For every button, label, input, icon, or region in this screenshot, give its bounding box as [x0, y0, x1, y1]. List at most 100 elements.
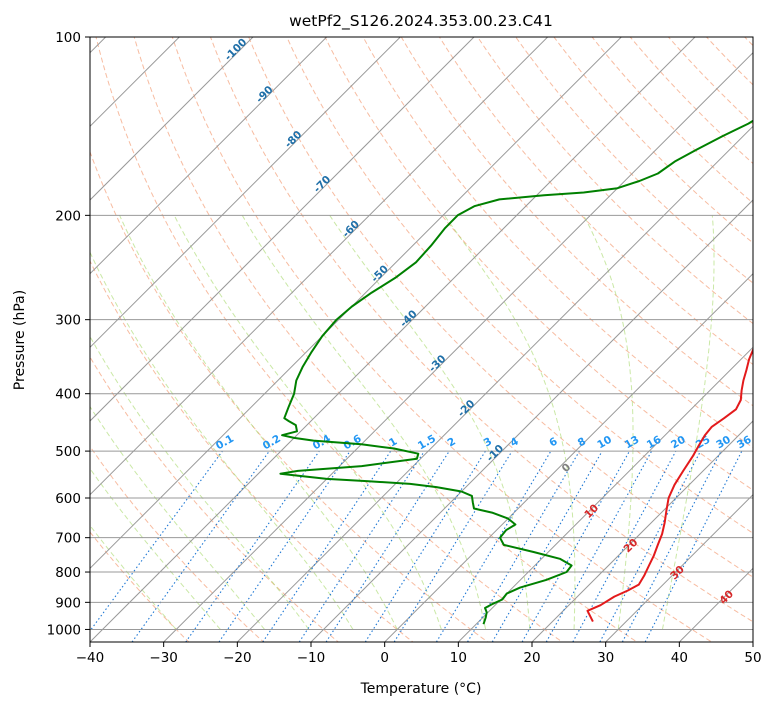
y-tick-label: 700: [55, 531, 81, 547]
mixing-ratio-line: [599, 450, 702, 642]
x-tick-label: 30: [597, 650, 614, 666]
isotherm: [162, 51, 753, 642]
dry-adiabat: [90, 356, 340, 642]
isotherm-label: -40: [398, 308, 420, 330]
dry-adiabat: [90, 531, 190, 642]
dry-adiabat: [770, 24, 775, 654]
freezing-label: 0: [560, 461, 574, 475]
isotherm: [90, 37, 402, 349]
moist-adiabat: [661, 215, 715, 630]
dry-adiabat: [90, 150, 489, 642]
dry-adiabat: [438, 37, 753, 366]
mixing-ratio-label: 20: [669, 434, 688, 452]
mixing-ratio-line: [393, 450, 513, 642]
moist-adiabat: [119, 215, 398, 630]
moist-adiabat: [90, 251, 354, 630]
warm-isotherm-label: 10: [582, 502, 601, 521]
mixing-ratio-line: [185, 450, 320, 642]
y-tick-label: 1000: [47, 622, 81, 638]
y-tick-label: 400: [55, 387, 81, 403]
dry-adiabat: [324, 37, 753, 491]
mixing-ratio-label: 36: [735, 434, 754, 452]
isotherm: [90, 37, 328, 275]
dry-adiabat: [667, 37, 753, 125]
dry-adiabat: [553, 37, 753, 244]
mixing-ratio-line: [435, 450, 552, 642]
moist-adiabat: [329, 215, 531, 630]
mixing-ratio-label: 6: [547, 435, 559, 449]
dry-adiabat: [209, 37, 753, 623]
y-tick-label: 100: [55, 30, 81, 46]
dry-adiabat: [171, 37, 713, 642]
isotherm: [310, 199, 753, 642]
x-tick-label: −40: [76, 650, 105, 666]
isotherm: [90, 37, 475, 422]
mixing-ratio-label: 0.2: [261, 433, 283, 453]
dry-adiabat: [362, 37, 753, 449]
dry-adiabat: [705, 37, 753, 86]
background-lines: [90, 24, 775, 654]
mixing-ratio-label: 4: [508, 435, 520, 449]
dry-adiabat: [95, 37, 564, 642]
mixing-ratio-line: [644, 450, 743, 642]
moist-adiabat: [443, 215, 576, 630]
dry-adiabat: [286, 37, 753, 534]
isotherm: [90, 37, 254, 201]
dry-adiabat: [90, 259, 414, 642]
mixing-ratio-line: [364, 450, 486, 642]
isotherm: [383, 272, 753, 642]
isotherm: [236, 125, 753, 642]
x-tick-label: 10: [450, 650, 467, 666]
dry-adiabat: [629, 37, 753, 165]
isotherm-label: -60: [340, 218, 362, 240]
y-axis-label: Pressure (hPa): [12, 290, 28, 390]
dry-adiabat: [400, 37, 753, 407]
isotherm-label: -70: [311, 173, 333, 195]
mixing-ratio-label: 30: [714, 434, 733, 452]
y-tick-label: 300: [55, 313, 81, 329]
mixing-ratio-line: [298, 450, 425, 642]
mixing-ratio-line: [521, 450, 630, 642]
x-tick-label: −20: [223, 650, 252, 666]
y-tick-label: 600: [55, 491, 81, 507]
isotherm: [90, 37, 696, 642]
x-tick-label: −10: [297, 650, 326, 666]
moist-adiabat: [241, 215, 487, 630]
dry-adiabat: [515, 37, 753, 284]
isotherm: [90, 37, 549, 496]
isotherm: [678, 567, 753, 642]
x-axis: −40 −30 −20 −10 0 10 20 30 40 50: [76, 642, 762, 666]
mixing-ratio-line: [491, 450, 603, 642]
isotherm-label: -80: [283, 129, 305, 151]
isotherm-label: -90: [254, 84, 276, 106]
dry-adiabat: [133, 37, 638, 642]
isotherm-label: -100: [222, 36, 249, 63]
mixing-ratio-label: 16: [645, 434, 664, 452]
moist-adiabat: [90, 524, 177, 630]
y-tick-label: 500: [55, 444, 81, 460]
warm-isotherm-label: 30: [668, 563, 687, 582]
temperature-line: [586, 347, 753, 623]
x-tick-label: −30: [149, 650, 178, 666]
isotherm: [90, 37, 181, 128]
mixing-ratio-label: 13: [623, 434, 642, 452]
mixing-ratio-line: [218, 450, 351, 642]
mixing-ratio-label: 1.5: [416, 433, 438, 453]
warm-isotherm-label: 20: [622, 536, 641, 555]
moist-adiabat: [583, 215, 634, 630]
mixing-ratio-label: 10: [595, 434, 614, 452]
mixing-ratio-line: [545, 450, 653, 642]
x-axis-label: Temperature (°C): [360, 681, 482, 697]
y-tick-label: 800: [55, 565, 81, 581]
x-tick-label: 40: [671, 650, 688, 666]
dewpoint-line: [279, 119, 753, 625]
mixing-ratio-label: 2: [446, 435, 458, 449]
y-tick-label: 900: [55, 595, 81, 611]
chart-title: wetPf2_S126.2024.353.00.23.C41: [289, 12, 553, 31]
isotherm: [457, 346, 753, 642]
dry-adiabat: [744, 37, 753, 47]
pressure-gridlines: [90, 37, 753, 630]
y-axis: 100 200 300 400 500 600 700 800 900 1000: [47, 30, 90, 638]
mixing-ratio-line: [325, 450, 450, 642]
